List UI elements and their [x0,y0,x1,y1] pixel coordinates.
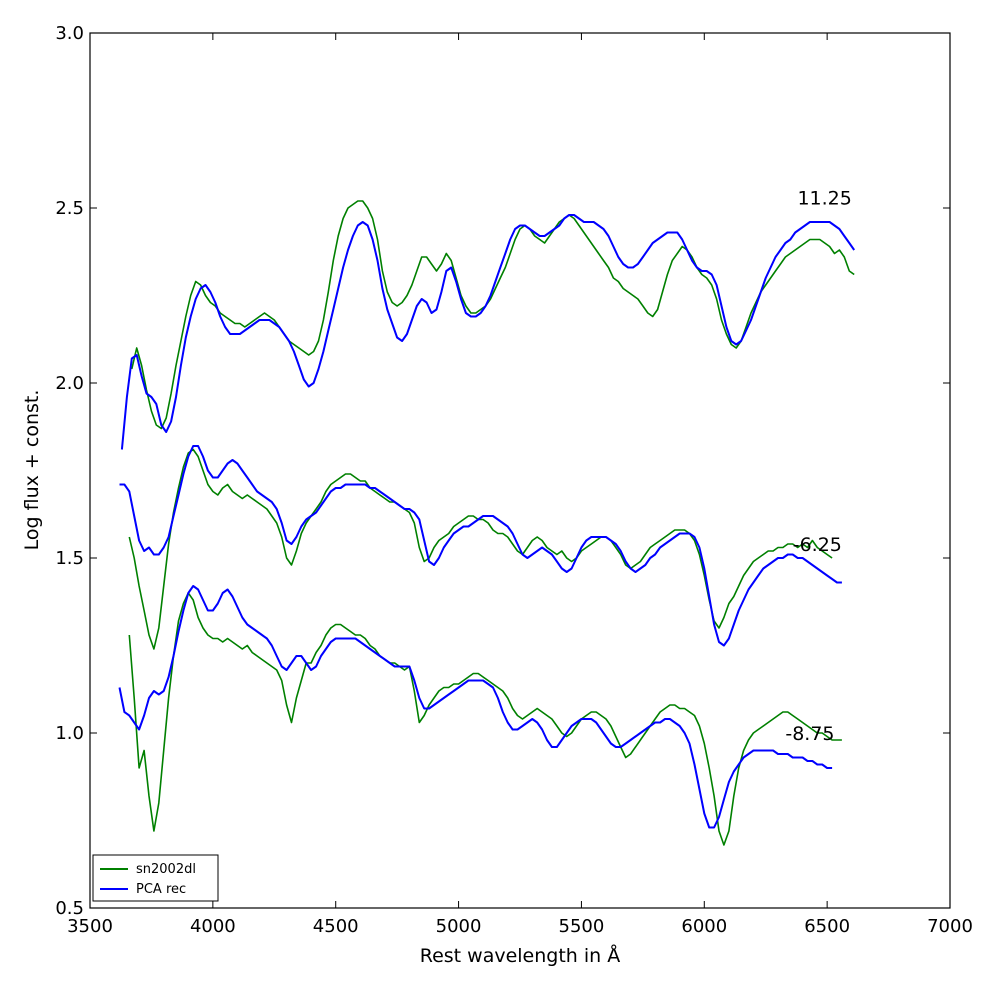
axis-ticks: 3500 4000 4500 5000 5500 6000 6500 7000 0.5 1.0 1.… [55,23,973,937]
x-axis-label: Rest wavelength in Å [420,944,621,967]
legend-box [92,854,219,902]
series-line-sn2002dl-1 [128,448,833,650]
x-tick-label: 6500 [804,916,850,937]
series-line-pca-rec-1 [119,445,842,647]
spectrum-annotations: 11.25 -6.25 -8.75 [785,188,852,746]
phase-label: -8.75 [785,723,834,745]
series-line-sn2002dl-2 [128,592,842,846]
legend-label-pca-rec: PCA rec [136,882,186,897]
x-tick-label: 5500 [559,916,605,937]
x-tick-label: 5000 [436,916,482,937]
x-tick-label: 3500 [67,916,113,937]
series-line-pca-rec-2 [118,585,833,829]
y-tick-label: 2.0 [55,373,84,394]
y-tick-label: 3.0 [55,23,84,44]
legend: sn2002dl PCA rec [92,854,219,902]
phase-label: 11.25 [797,188,851,210]
x-tick-label: 6000 [681,916,727,937]
series-lines [118,200,856,846]
x-tick-label: 4000 [190,916,236,937]
y-tick-label: 0.5 [55,898,84,919]
phase-label: -6.25 [793,534,842,556]
plot-background [90,33,950,908]
legend-label-sn2002dl: sn2002dl [136,862,196,877]
series-line-sn2002dl-0 [131,200,855,430]
y-tick-label: 2.5 [55,198,84,219]
series-line-pca-rec-0 [120,214,856,450]
x-tick-label: 4500 [313,916,359,937]
y-tick-label: 1.5 [55,548,84,569]
plot-frame [89,32,951,909]
x-tick-label: 7000 [927,916,973,937]
y-axis-label: Log flux + const. [21,390,43,551]
y-tick-label: 1.0 [55,723,84,744]
